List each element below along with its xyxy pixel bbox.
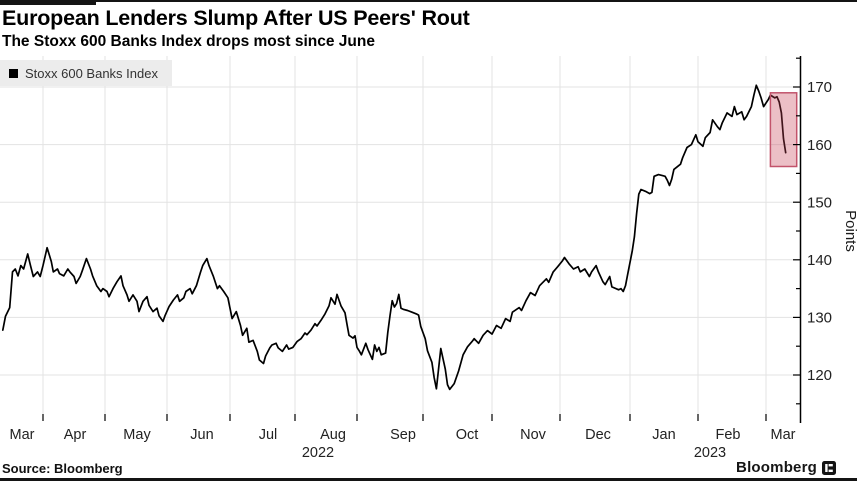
page-title: European Lenders Slump After US Peers' R… <box>2 6 470 30</box>
y-tick-label: 170 <box>807 79 832 96</box>
x-tick-label: Jul <box>259 427 278 443</box>
price-line <box>1 84 787 391</box>
x-tick-label: Oct <box>456 427 479 443</box>
y-tick-label: 140 <box>807 252 832 269</box>
year-label: 2022 <box>302 445 334 461</box>
x-tick-label: Dec <box>585 427 611 443</box>
x-tick-label: Sep <box>390 427 416 443</box>
y-axis: 120 130 140 150 160 170 <box>793 56 832 423</box>
x-tick-label: Apr <box>64 427 87 443</box>
gridlines <box>0 56 800 420</box>
top-border-tab <box>0 0 96 5</box>
source-credit: Source: Bloomberg <box>2 461 123 476</box>
x-tick-label: Jun <box>190 427 213 443</box>
bottom-border-bar <box>0 478 857 481</box>
y-tick-label: 160 <box>807 137 832 154</box>
top-border-bar <box>0 0 857 2</box>
legend-label: Stoxx 600 Banks Index <box>25 65 158 81</box>
legend-swatch-icon <box>9 68 18 78</box>
y-axis-title: Points <box>842 210 857 252</box>
x-tick-label: Mar <box>771 427 796 443</box>
x-tick-label: May <box>123 427 151 443</box>
page-subtitle: The Stoxx 600 Banks Index drops most sin… <box>2 33 375 50</box>
bloomberg-watermark: Bloomberg <box>736 459 836 476</box>
bloomberg-terminal-icon <box>822 460 836 475</box>
bloomberg-wordmark: Bloomberg <box>736 459 817 476</box>
x-axis: Mar Apr May Jun Jul Aug Sep Oct Nov Dec Jan Feb Mar 2… <box>10 414 796 461</box>
x-tick-label: Mar <box>10 427 35 443</box>
x-tick-label: Nov <box>520 427 547 443</box>
price-line-group <box>1 84 787 391</box>
y-tick-label: 120 <box>807 367 832 384</box>
drop-highlight-box <box>769 92 798 168</box>
x-tick-label: Feb <box>716 427 741 443</box>
legend: Stoxx 600 Banks Index <box>0 60 172 86</box>
y-tick-label: 130 <box>807 310 832 327</box>
year-label: 2023 <box>694 445 726 461</box>
y-tick-label: 150 <box>807 194 832 211</box>
x-tick-label: Aug <box>320 427 346 443</box>
x-tick-label: Jan <box>652 427 675 443</box>
